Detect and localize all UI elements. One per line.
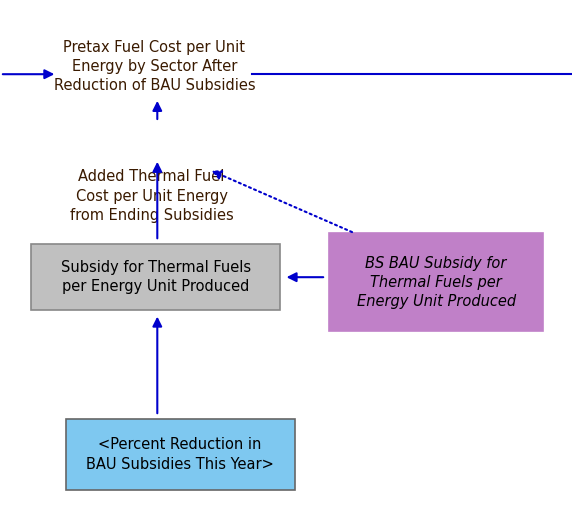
Text: BS BAU Subsidy for
Thermal Fuels per
Energy Unit Produced: BS BAU Subsidy for Thermal Fuels per Ene… bbox=[356, 255, 516, 309]
Text: Subsidy for Thermal Fuels
per Energy Unit Produced: Subsidy for Thermal Fuels per Energy Uni… bbox=[61, 260, 251, 294]
FancyBboxPatch shape bbox=[329, 233, 543, 331]
FancyBboxPatch shape bbox=[31, 244, 280, 310]
Text: <Percent Reduction in
BAU Subsidies This Year>: <Percent Reduction in BAU Subsidies This… bbox=[86, 437, 274, 472]
Text: Pretax Fuel Cost per Unit
Energy by Sector After
Reduction of BAU Subsidies: Pretax Fuel Cost per Unit Energy by Sect… bbox=[54, 40, 255, 93]
FancyBboxPatch shape bbox=[66, 419, 295, 490]
Text: Added Thermal Fuel
Cost per Unit Energy
from Ending Subsidies: Added Thermal Fuel Cost per Unit Energy … bbox=[70, 170, 233, 223]
